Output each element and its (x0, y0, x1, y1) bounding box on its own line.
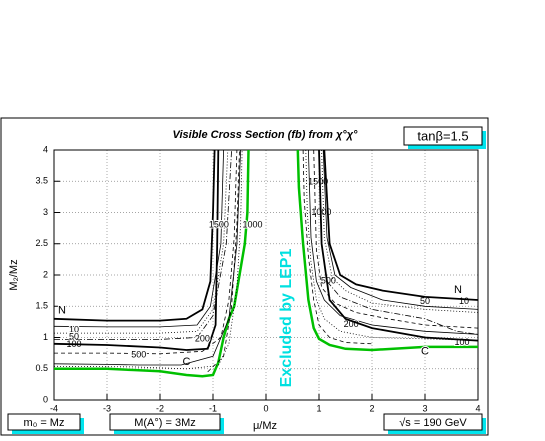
contour-label: 1000 (243, 219, 263, 229)
contour-label: N (454, 284, 462, 296)
contour-line (321, 149, 479, 313)
contour-label: C (421, 345, 429, 357)
frame (0, 117, 489, 436)
contour-label: C (183, 356, 191, 368)
label-box (383, 413, 483, 431)
x-tick-label: 0 (263, 403, 268, 413)
contour-line (305, 149, 479, 341)
footer-label: m₀ = Mz (24, 417, 65, 429)
contour-label: 10 (69, 325, 79, 335)
x-tick-label: 2 (369, 403, 374, 413)
x-tick-label: -4 (50, 403, 58, 413)
contour-label: 1500 (209, 219, 229, 229)
contour-line (322, 149, 479, 310)
x-tick-label: -2 (156, 403, 164, 413)
y-axis-label: M₂/Mz (8, 259, 20, 290)
contour-line (323, 149, 479, 301)
label-box (7, 413, 81, 431)
contour-label: 200 (195, 334, 210, 344)
contour-line (308, 149, 479, 335)
chart-title: Visible Cross Section (fb) from χ°χ° (173, 129, 359, 141)
x-axis-label: μ/Mz (253, 420, 277, 432)
x-tick-label: 1 (316, 403, 321, 413)
contour-line (53, 149, 241, 366)
contour-line (302, 149, 373, 345)
contour-line (54, 149, 229, 334)
contour-line (318, 149, 479, 342)
contour-line (296, 149, 478, 352)
label-box (109, 413, 221, 431)
y-tick-label: 0.5 (35, 363, 48, 373)
plot-area (53, 149, 479, 401)
contour-line (53, 149, 224, 328)
annotation: Excluded by LEP1 (278, 249, 295, 388)
y-tick-label: 3 (43, 207, 48, 217)
contour-line (53, 149, 216, 322)
contour-line (313, 149, 479, 329)
contour-label: 500 (321, 276, 336, 286)
contour-label: 1500 (308, 176, 328, 186)
contour-line (207, 149, 240, 373)
contour-label: 10 (459, 296, 469, 306)
contour-label: 200 (344, 319, 359, 329)
label-box (403, 126, 483, 146)
y-tick-label: 4 (43, 144, 48, 154)
x-tick-label: -3 (103, 403, 111, 413)
parameter-label: tanβ=1.5 (417, 128, 468, 143)
y-tick-label: 2 (43, 269, 48, 279)
y-tick-label: 1.5 (35, 301, 48, 311)
contour-label: 500 (131, 349, 146, 359)
x-tick-label: 3 (422, 403, 427, 413)
y-tick-label: 1 (43, 332, 48, 342)
y-tick-label: 0 (43, 394, 48, 404)
contour-line (53, 149, 243, 370)
contour-line (53, 149, 220, 351)
x-tick-label: -1 (209, 403, 217, 413)
contour-line (54, 149, 232, 340)
footer-label: M(A°) = 3Mz (134, 417, 196, 429)
y-tick-label: 2.5 (35, 238, 48, 248)
footer-label: √s = 190 GeV (399, 417, 467, 429)
contour-label: 100 (454, 337, 469, 347)
contour-line (54, 149, 250, 378)
contour-label: N (58, 305, 66, 317)
y-tick-label: 3.5 (35, 176, 48, 186)
contour-line (54, 149, 238, 355)
contour-line (318, 149, 479, 335)
x-tick-label: 4 (475, 403, 480, 413)
